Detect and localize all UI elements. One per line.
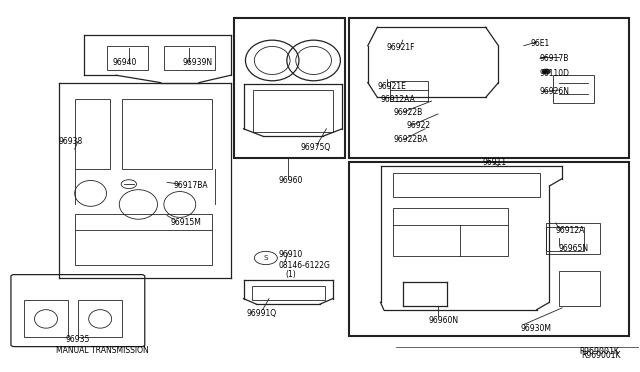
Text: 96922BA: 96922BA xyxy=(394,135,428,144)
Text: 96110D: 96110D xyxy=(540,69,570,78)
Text: 96911: 96911 xyxy=(483,157,507,167)
Bar xyxy=(349,162,629,336)
Bar xyxy=(394,173,540,197)
Text: 96E1: 96E1 xyxy=(531,39,550,48)
Bar xyxy=(546,223,600,254)
Text: 96940: 96940 xyxy=(113,58,137,67)
Bar xyxy=(394,208,508,256)
Bar xyxy=(75,214,212,265)
Bar xyxy=(78,301,122,337)
Text: S: S xyxy=(264,255,268,261)
Text: 96960N: 96960N xyxy=(428,316,458,325)
Text: 96921E: 96921E xyxy=(378,82,406,91)
Bar xyxy=(349,18,629,158)
Text: 96912A: 96912A xyxy=(556,226,585,235)
Text: MANUAL TRANSMISSION: MANUAL TRANSMISSION xyxy=(56,346,148,355)
Bar xyxy=(234,18,346,158)
Text: 96921F: 96921F xyxy=(387,43,415,52)
Bar xyxy=(390,81,428,90)
Text: 96922B: 96922B xyxy=(394,108,422,117)
Text: 08146-6122G: 08146-6122G xyxy=(278,261,330,270)
Circle shape xyxy=(542,69,550,74)
Text: R969001K: R969001K xyxy=(579,347,620,356)
Bar xyxy=(106,46,148,70)
Text: 96960: 96960 xyxy=(278,176,303,185)
Bar xyxy=(24,301,68,337)
Text: 96915M: 96915M xyxy=(170,218,201,227)
Text: 96922: 96922 xyxy=(406,121,430,129)
Text: 96917BA: 96917BA xyxy=(173,182,208,190)
Bar xyxy=(122,99,212,169)
Text: 96935: 96935 xyxy=(65,335,90,344)
Text: 96975Q: 96975Q xyxy=(301,143,331,152)
Text: 96965N: 96965N xyxy=(559,244,589,253)
Bar xyxy=(559,271,600,306)
Text: 96938: 96938 xyxy=(59,137,83,146)
Bar xyxy=(75,99,109,169)
Bar xyxy=(252,286,325,301)
Bar xyxy=(546,227,584,251)
Text: R969001K: R969001K xyxy=(581,351,621,360)
Text: 96939N: 96939N xyxy=(183,58,213,67)
Text: 96917B: 96917B xyxy=(540,54,569,63)
Bar xyxy=(552,75,594,103)
Text: 96910: 96910 xyxy=(278,250,303,259)
Text: (1): (1) xyxy=(285,270,296,279)
Bar xyxy=(164,46,215,70)
Text: 96991Q: 96991Q xyxy=(246,309,277,318)
Bar xyxy=(253,90,333,132)
Text: 96912AA: 96912AA xyxy=(381,95,415,104)
Text: 96926N: 96926N xyxy=(540,87,570,96)
Text: 96930M: 96930M xyxy=(521,324,552,333)
